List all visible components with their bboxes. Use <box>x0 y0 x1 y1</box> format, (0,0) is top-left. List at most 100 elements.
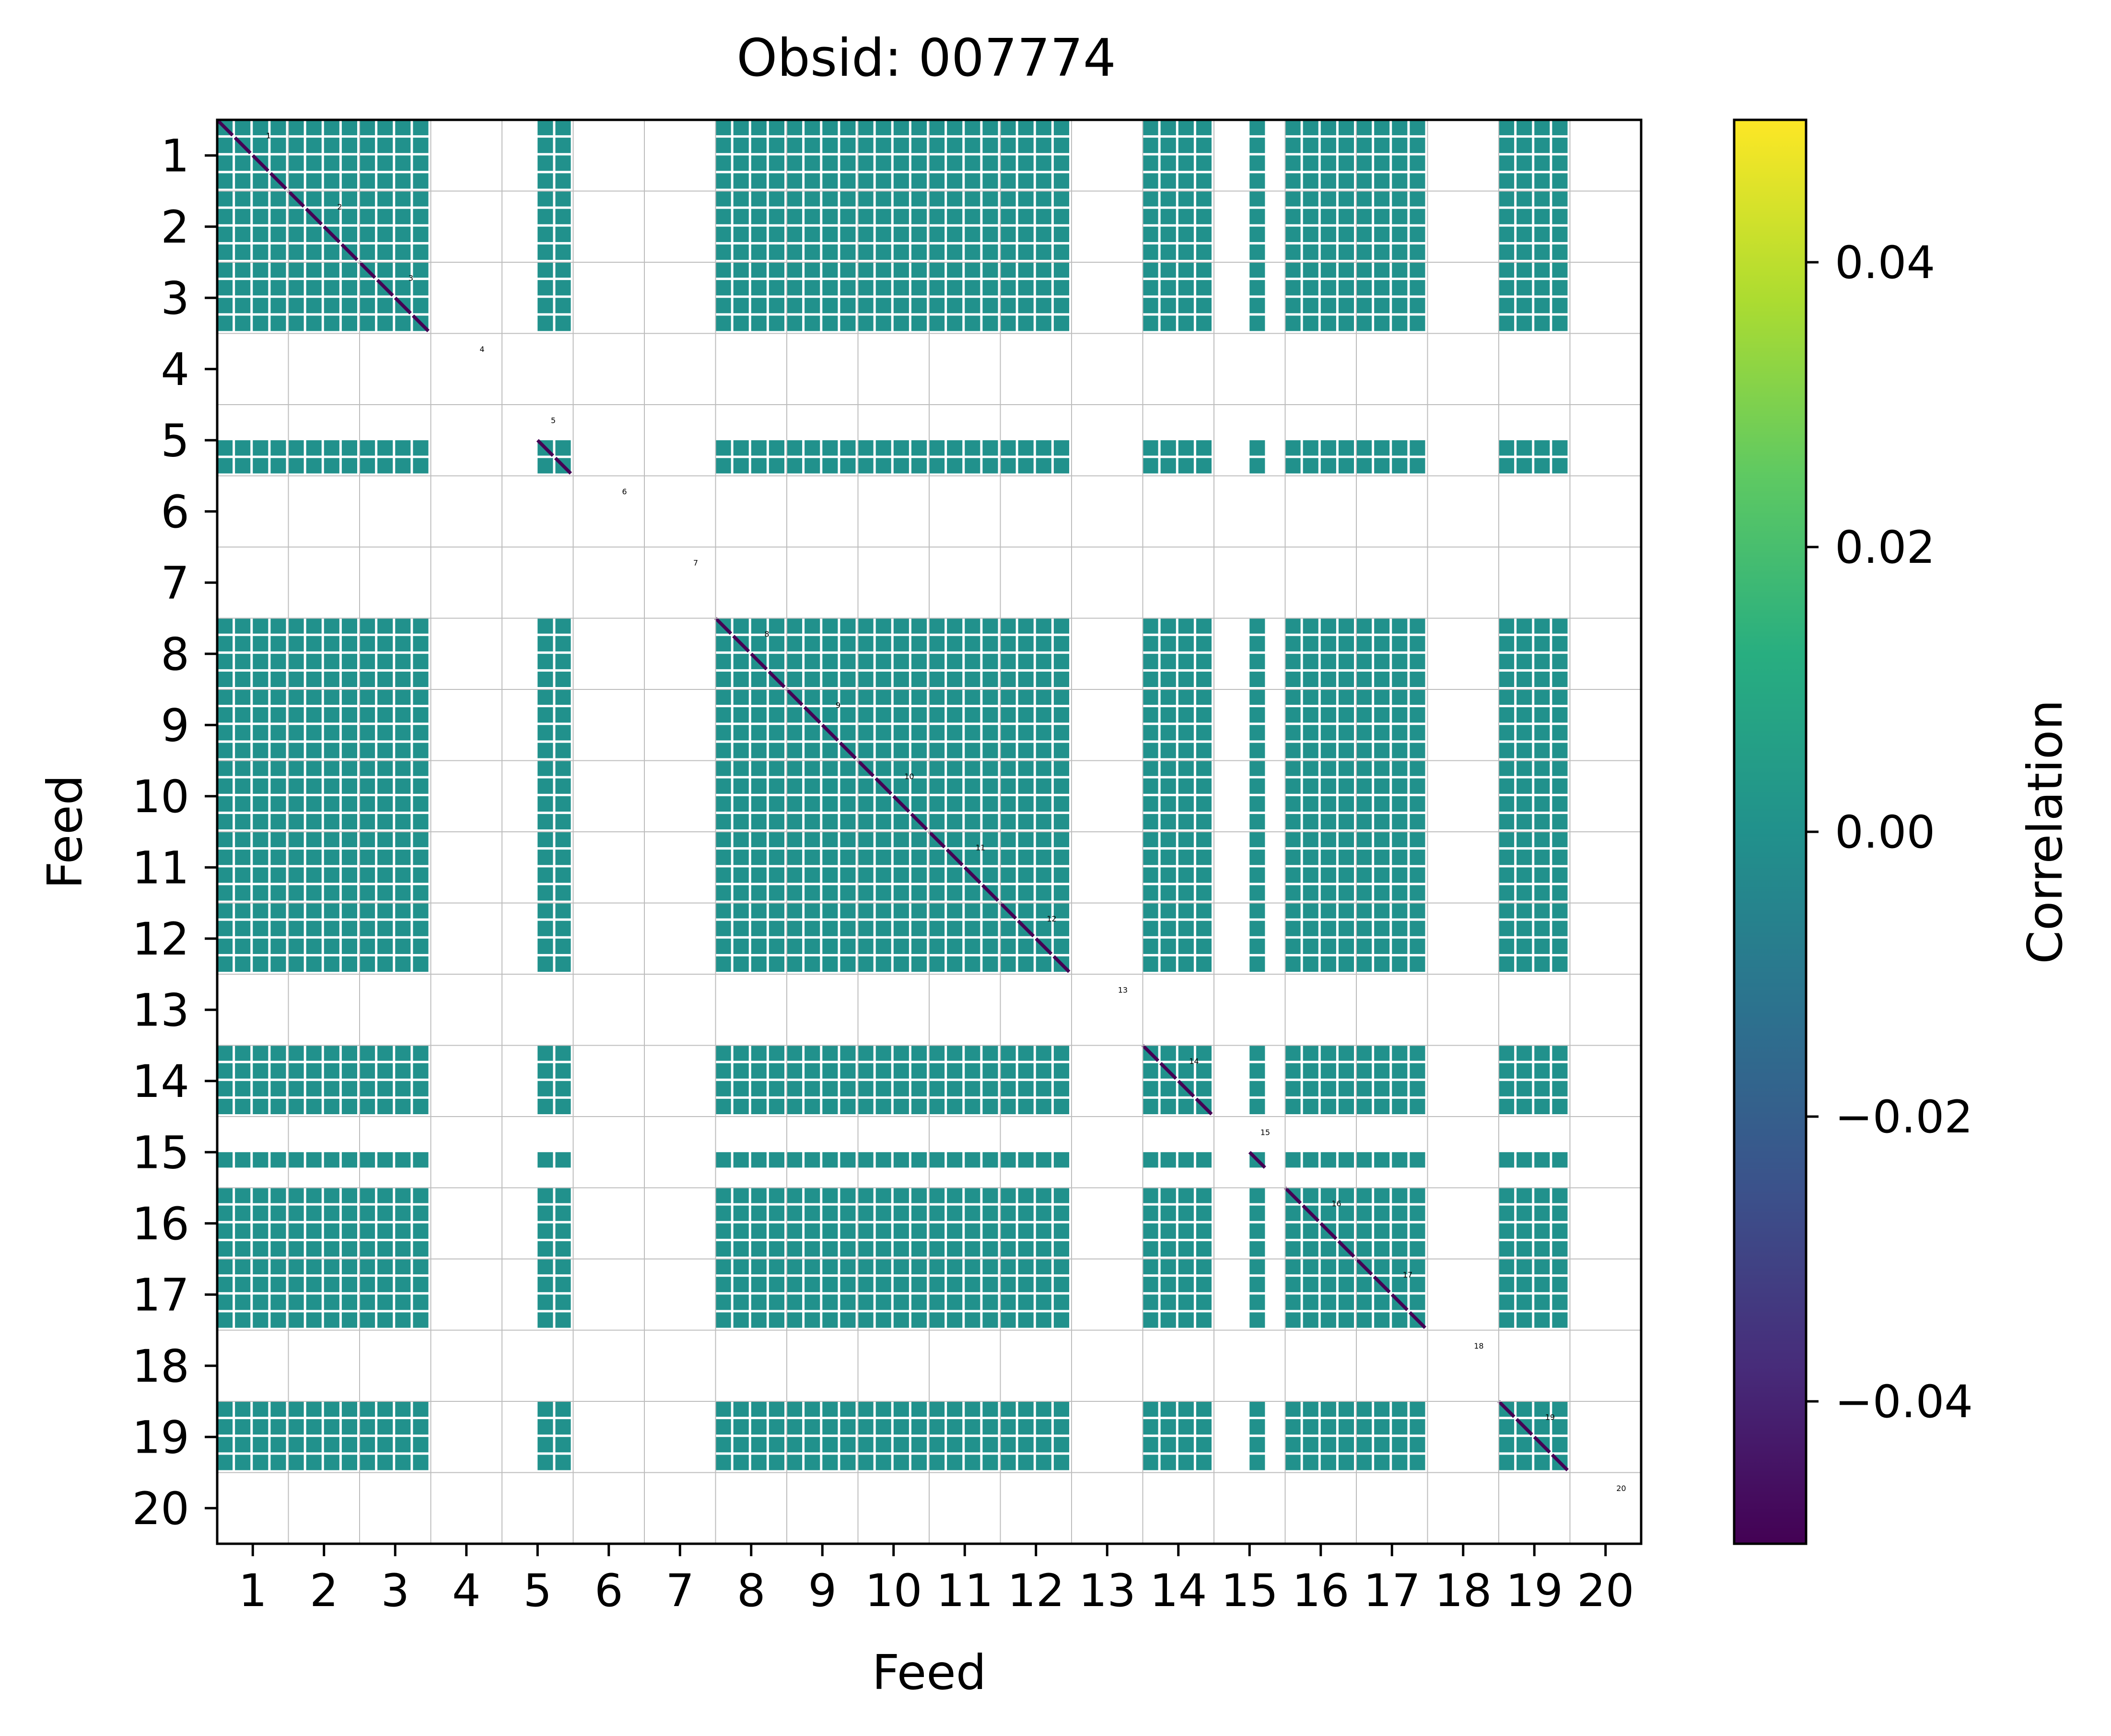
heatmap-cell <box>787 440 856 474</box>
heatmap-subcell <box>324 796 339 812</box>
heatmap-subcell <box>929 1188 945 1203</box>
heatmap-subcell <box>288 938 304 954</box>
diagonal-segment <box>1052 955 1071 973</box>
heatmap-subcell <box>822 956 838 972</box>
heatmap-subcell <box>217 315 233 331</box>
heatmap-subcell <box>751 1312 767 1328</box>
heatmap-subcell <box>1534 956 1550 972</box>
heatmap-subcell <box>1410 920 1425 936</box>
heatmap-subcell <box>911 743 927 758</box>
heatmap-subcell <box>875 618 891 634</box>
heatmap-subcell <box>235 707 251 723</box>
heatmap-subcell <box>306 1223 322 1239</box>
heatmap-subcell <box>982 814 998 830</box>
heatmap-subcell <box>1053 1437 1070 1453</box>
heatmap-subcell <box>1036 903 1051 919</box>
heatmap-subcell <box>288 209 304 224</box>
heatmap-cell <box>715 689 785 758</box>
heatmap-subcell <box>1018 671 1034 687</box>
heatmap-subcell <box>413 226 429 242</box>
heatmap-subcell <box>929 725 945 741</box>
heatmap-subcell <box>270 280 286 296</box>
heatmap-subcell <box>965 832 980 848</box>
heatmap-subcell <box>537 226 553 242</box>
heatmap-subcell <box>805 653 820 669</box>
heatmap-subcell <box>217 1223 233 1239</box>
heatmap-subcell <box>733 458 749 474</box>
heatmap-subcell <box>555 867 571 883</box>
heatmap-subcell <box>1053 689 1070 705</box>
heatmap-subcell <box>769 440 785 456</box>
heatmap-subcell <box>377 1455 393 1470</box>
heatmap-cell <box>1285 440 1354 474</box>
heatmap-cell <box>360 689 429 758</box>
heatmap-subcell <box>1374 850 1390 865</box>
heatmap-subcell <box>1000 743 1016 758</box>
heatmap-subcell <box>324 191 339 207</box>
heatmap-subcell <box>1374 1437 1390 1453</box>
heatmap-subcell <box>840 636 856 652</box>
heatmap-subcell <box>1499 636 1515 652</box>
heatmap-subcell <box>1410 885 1425 901</box>
heatmap-subcell <box>1285 1045 1301 1061</box>
heatmap-subcell <box>341 226 358 242</box>
heatmap-subcell <box>751 743 767 758</box>
heatmap-subcell <box>306 938 322 954</box>
heatmap-subcell <box>270 885 286 901</box>
heatmap-subcell <box>1285 298 1301 314</box>
heatmap-cell <box>787 1045 856 1115</box>
heatmap-subcell <box>1000 244 1016 260</box>
heatmap-subcell <box>715 956 731 972</box>
heatmap-subcell <box>1303 903 1318 919</box>
x-tick-label: 4 <box>452 1565 481 1617</box>
heatmap-subcell <box>769 920 785 936</box>
heatmap-subcell <box>1374 315 1390 331</box>
heatmap-subcell <box>893 1241 909 1257</box>
heatmap-subcell <box>982 743 998 758</box>
heatmap-subcell <box>1499 1455 1515 1470</box>
heatmap-subcell <box>875 280 891 296</box>
heatmap-subcell <box>1392 671 1408 687</box>
heatmap-subcell <box>929 778 945 794</box>
heatmap-subcell <box>217 1063 233 1079</box>
heatmap-subcell <box>1499 120 1515 136</box>
heatmap-subcell <box>377 1223 393 1239</box>
heatmap-subcell <box>1053 155 1070 171</box>
heatmap-subcell <box>787 903 803 919</box>
heatmap-subcell <box>1534 636 1550 652</box>
heatmap-subcell <box>982 778 998 794</box>
heatmap-subcell <box>805 1188 820 1203</box>
heatmap-subcell <box>911 138 927 153</box>
heatmap-subcell <box>395 1205 411 1221</box>
heatmap-subcell <box>1285 796 1301 812</box>
heatmap-subcell <box>875 689 891 705</box>
heatmap-subcell <box>787 440 803 456</box>
heatmap-subcell <box>787 155 803 171</box>
heatmap-subcell <box>306 173 322 189</box>
heatmap-subcell <box>1499 920 1515 936</box>
heatmap-subcell <box>965 1401 980 1417</box>
heatmap-subcell <box>769 244 785 260</box>
heatmap-subcell <box>1143 760 1158 776</box>
heatmap-subcell <box>395 1259 411 1275</box>
heatmap-subcell <box>715 938 731 954</box>
heatmap-subcell <box>858 920 874 936</box>
heatmap-subcell <box>1499 1294 1515 1310</box>
heatmap-subcell <box>1178 956 1194 972</box>
heatmap-subcell <box>947 1455 963 1470</box>
heatmap-subcell <box>1249 618 1265 634</box>
heatmap-cell <box>999 902 1071 973</box>
heatmap-subcell <box>1178 280 1194 296</box>
heatmap-subcell <box>822 244 838 260</box>
heatmap-subcell <box>1356 671 1372 687</box>
heatmap-subcell <box>1356 743 1372 758</box>
heatmap-subcell <box>947 1063 963 1079</box>
heatmap-subcell <box>1178 653 1194 669</box>
heatmap-subcell <box>840 315 856 331</box>
diagonal-segment <box>305 208 323 226</box>
heatmap-subcell <box>555 1152 571 1168</box>
heatmap-subcell <box>1053 1188 1070 1203</box>
heatmap-subcell <box>377 1188 393 1203</box>
heatmap-subcell <box>1036 796 1051 812</box>
heatmap-subcell <box>341 1223 358 1239</box>
